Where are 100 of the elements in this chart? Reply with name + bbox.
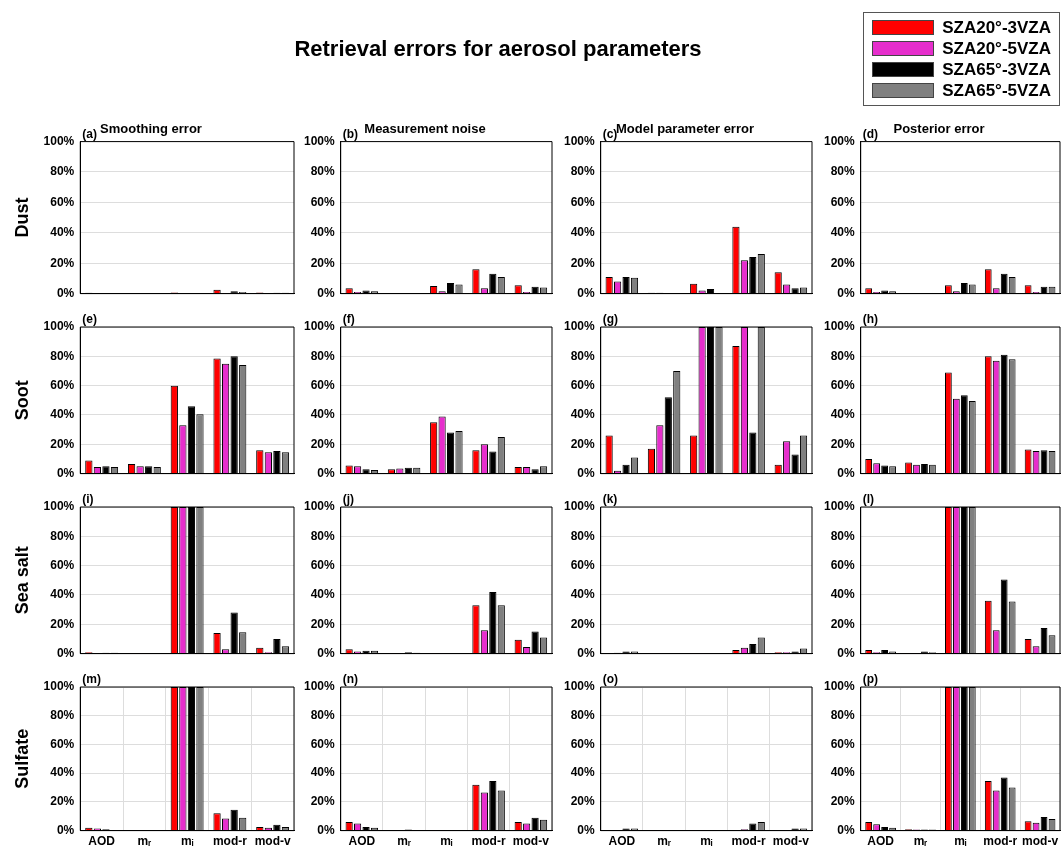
y-axis-title: Sea salt — [11, 546, 32, 615]
text: (p) — [862, 672, 879, 687]
y-tick-label: 80% — [830, 348, 856, 363]
text: (l) — [862, 492, 875, 507]
y-tick-label: 60% — [570, 377, 596, 392]
text: (j) — [342, 492, 355, 507]
text: (c) — [602, 126, 618, 141]
y-tick-label: 100% — [303, 133, 336, 148]
y-tick-label: 0% — [837, 645, 856, 660]
y-tick-label: 100% — [43, 133, 75, 148]
text: (k) — [602, 492, 618, 507]
x-tick-label: mod-r — [731, 834, 766, 849]
y-tick-label: 100% — [563, 319, 596, 334]
y-tick-label: 20% — [50, 255, 75, 270]
y-tick-label: 20% — [310, 436, 336, 451]
x-tick-label: mod-r — [212, 834, 248, 849]
y-tick-label: 60% — [570, 557, 596, 572]
text: (e) — [82, 312, 97, 327]
y-tick-label: 40% — [570, 765, 596, 780]
chart-title: Posterior error — [893, 121, 985, 137]
x-tick-label: mᵢ — [440, 834, 453, 849]
y-tick-label: 0% — [317, 822, 336, 837]
y-tick-label: 80% — [830, 528, 856, 543]
y-tick-label: 20% — [310, 794, 336, 809]
y-tick-label: 40% — [570, 587, 596, 602]
y-tick-label: 80% — [830, 164, 856, 179]
y-tick-label: 40% — [830, 765, 856, 780]
x-tick-label: mᵢ — [700, 834, 713, 849]
x-tick-label: AOD — [88, 834, 116, 849]
y-tick-label: 20% — [570, 794, 596, 809]
y-tick-label: 20% — [310, 616, 336, 631]
y-tick-label: 20% — [310, 255, 336, 270]
x-tick-label: AOD — [608, 834, 636, 849]
y-tick-label: 80% — [570, 164, 596, 179]
chart-title: Smoothing error — [100, 121, 202, 137]
text: (f) — [342, 312, 355, 327]
y-tick-label: 60% — [310, 194, 336, 209]
x-tick-label: AOD — [348, 834, 376, 849]
y-tick-label: 60% — [310, 377, 336, 392]
y-tick-label: 20% — [570, 616, 596, 631]
text: Retrieval errors for aerosol parameters — [294, 36, 702, 61]
x-tick-label: mod-v — [512, 834, 550, 849]
y-tick-label: 40% — [310, 407, 336, 422]
text: (b) — [342, 126, 359, 141]
legend-label: SZA20°-5VZA — [942, 38, 1051, 59]
y-tick-label: 80% — [50, 528, 75, 543]
x-tick-label: mᵣ — [137, 834, 152, 849]
y-tick-label: 80% — [570, 348, 596, 363]
text: (d) — [862, 126, 879, 141]
y-tick-label: 0% — [577, 645, 596, 660]
x-tick-label: mᵣ — [397, 834, 411, 849]
y-tick-label: 20% — [830, 616, 856, 631]
y-tick-label: 40% — [830, 407, 856, 422]
y-tick-label: 80% — [310, 164, 336, 179]
y-tick-label: 0% — [837, 465, 856, 480]
y-tick-label: 0% — [577, 465, 596, 480]
y-tick-label: 80% — [830, 708, 856, 723]
y-tick-label: 20% — [570, 255, 596, 270]
y-tick-label: 60% — [830, 557, 856, 572]
y-tick-label: 20% — [50, 616, 75, 631]
text: (m) — [82, 672, 101, 687]
y-tick-label: 100% — [563, 679, 596, 694]
y-tick-label: 100% — [303, 319, 336, 334]
y-tick-label: 60% — [50, 736, 75, 751]
legend-label: SZA20°-3VZA — [942, 17, 1051, 38]
y-tick-label: 100% — [43, 679, 75, 694]
y-tick-label: 40% — [50, 407, 75, 422]
y-tick-label: 60% — [310, 736, 336, 751]
y-tick-label: 40% — [310, 765, 336, 780]
y-tick-label: 100% — [823, 133, 856, 148]
y-tick-label: 20% — [830, 255, 856, 270]
y-tick-label: 40% — [310, 587, 336, 602]
y-tick-label: 40% — [830, 225, 856, 240]
y-tick-label: 100% — [563, 133, 596, 148]
y-tick-label: 60% — [310, 557, 336, 572]
y-tick-label: 60% — [50, 194, 75, 209]
y-tick-label: 0% — [56, 822, 75, 837]
x-tick-label: mod-v — [254, 834, 291, 849]
x-tick-label: AOD — [867, 834, 895, 849]
y-tick-label: 60% — [830, 736, 856, 751]
y-tick-label: 0% — [577, 822, 596, 837]
y-tick-label: 80% — [310, 348, 336, 363]
y-tick-label: 100% — [823, 319, 856, 334]
y-tick-label: 100% — [823, 679, 856, 694]
x-tick-label: mᵣ — [657, 834, 671, 849]
x-tick-label: mod-v — [772, 834, 810, 849]
x-tick-label: mod-v — [1022, 834, 1059, 849]
y-tick-label: 100% — [43, 319, 75, 334]
y-tick-label: 60% — [830, 194, 856, 209]
y-tick-label: 20% — [570, 436, 596, 451]
y-axis-title: Dust — [11, 197, 32, 238]
y-tick-label: 0% — [56, 645, 75, 660]
y-tick-label: 40% — [50, 765, 75, 780]
y-tick-label: 100% — [303, 679, 336, 694]
y-tick-label: 0% — [577, 285, 596, 300]
y-tick-label: 0% — [317, 285, 336, 300]
y-tick-label: 60% — [570, 194, 596, 209]
text: (n) — [342, 672, 359, 687]
y-tick-label: 100% — [43, 499, 75, 514]
y-tick-label: 0% — [56, 465, 75, 480]
